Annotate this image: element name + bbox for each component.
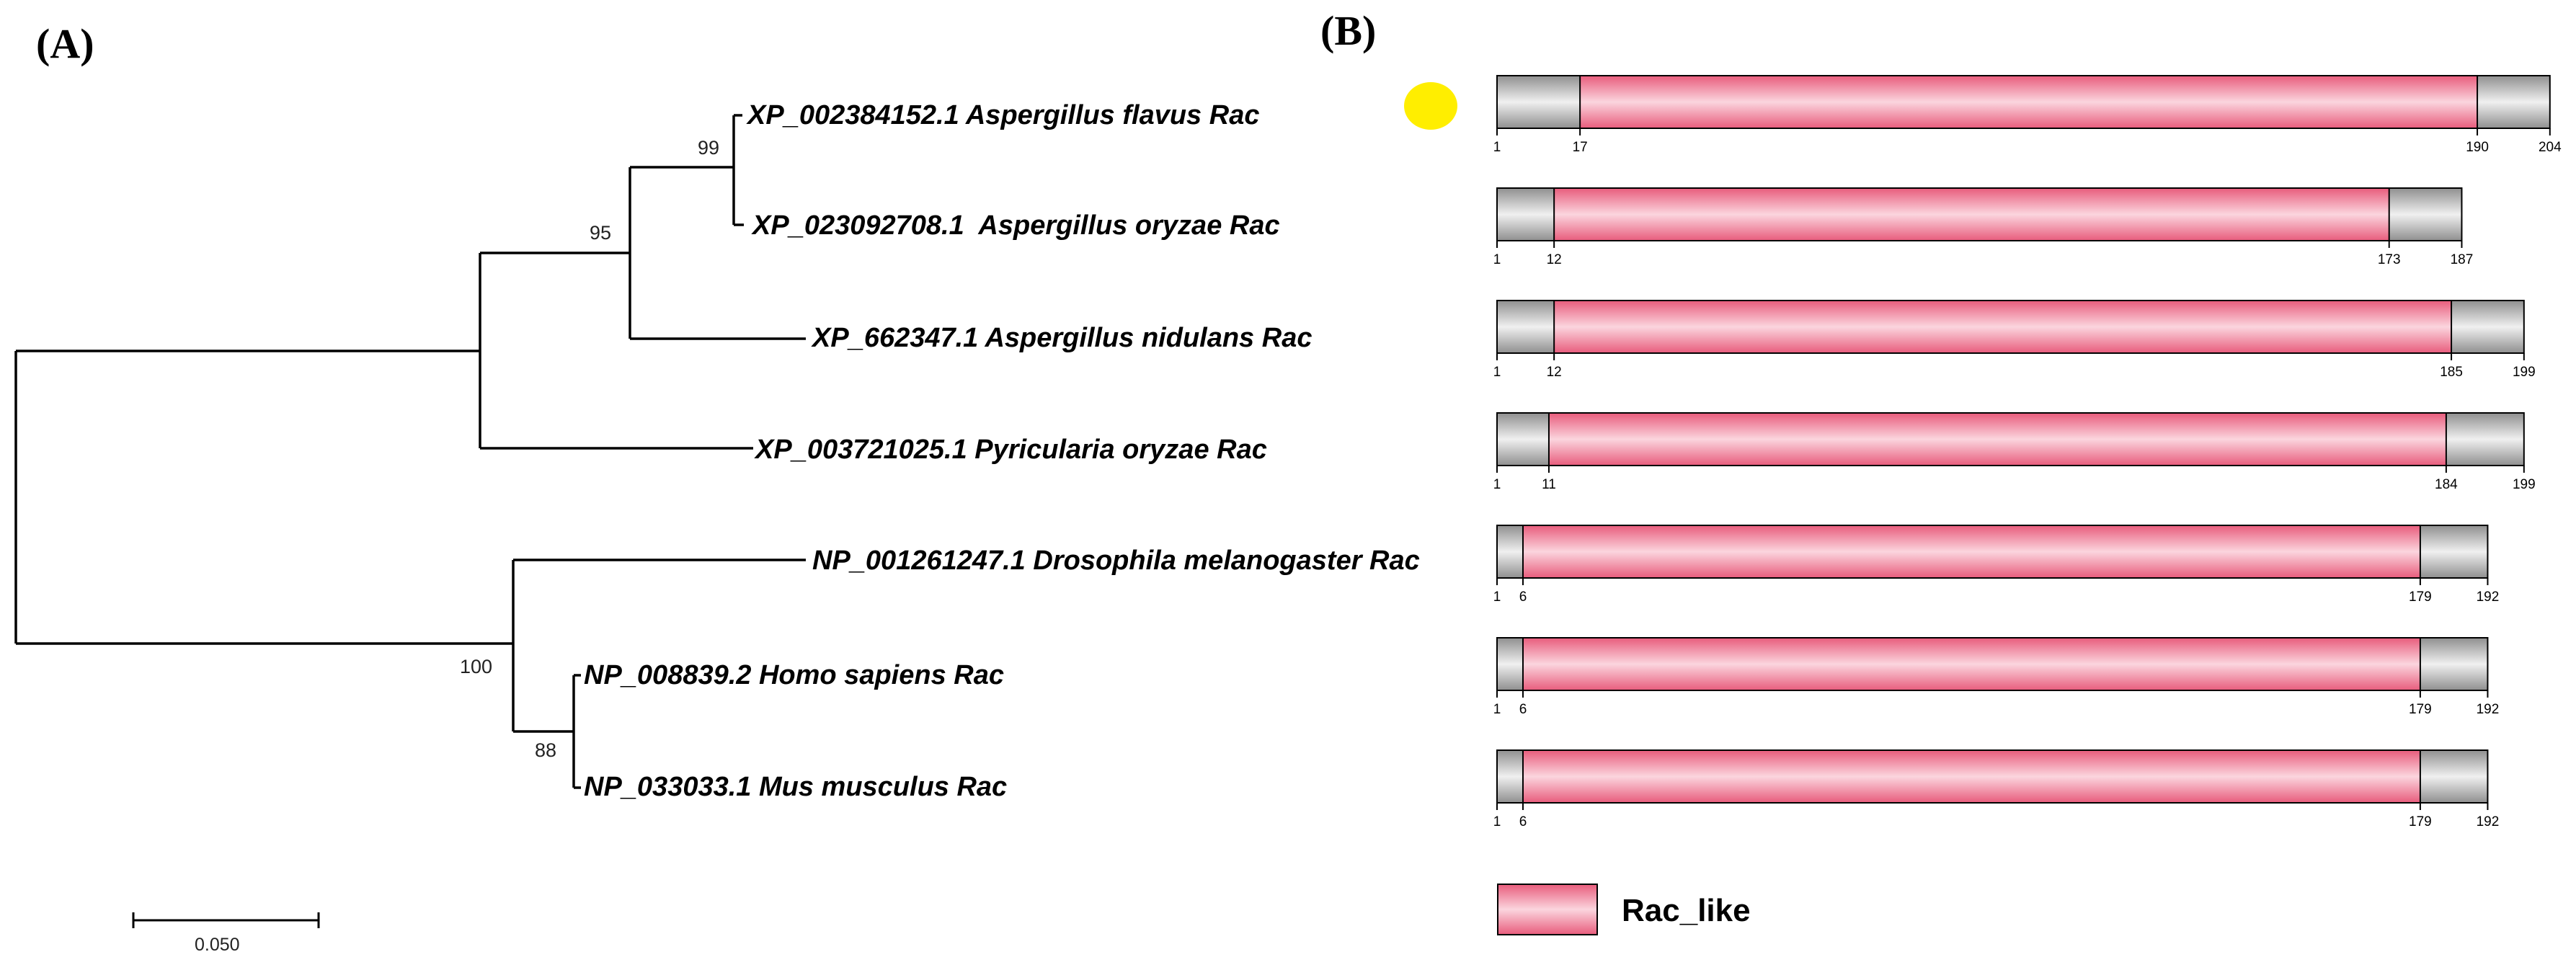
- position-label: 6: [1519, 589, 1527, 605]
- protein-outline: [1496, 412, 2525, 466]
- protein-outline: [1496, 749, 2489, 804]
- protein-row: 1 11 184 199: [1493, 412, 2536, 492]
- position-label: 190: [2466, 140, 2489, 155]
- panel-b-label: (B): [1320, 7, 1376, 54]
- bootstrap-value: 95: [590, 222, 611, 244]
- position-label: 1: [1493, 477, 1501, 492]
- legend-label: Rac_like: [1622, 893, 1751, 928]
- rac-like-domain-bar: [1522, 638, 2420, 690]
- phylogenetic-tree: [14, 114, 806, 789]
- position-label: 1: [1493, 252, 1501, 267]
- position-label: 179: [2409, 589, 2432, 605]
- position-label: 185: [2440, 365, 2463, 380]
- position-label: 11: [1542, 477, 1556, 492]
- rac-like-domain-bar: [1554, 188, 2389, 241]
- position-label: 192: [2477, 814, 2500, 829]
- position-label: 173: [2378, 252, 2401, 267]
- protein-row: 1 6 179 192: [1493, 749, 2500, 829]
- highlight-marker: [1404, 82, 1457, 130]
- taxon-label: NP_033033.1 Mus musculus Rac: [584, 772, 1007, 802]
- position-label: 1: [1493, 365, 1501, 380]
- scale-bar-label: 0.050: [195, 935, 240, 955]
- panel-a-label: (A): [36, 20, 94, 67]
- protein-outline: [1496, 300, 2525, 354]
- rac-like-domain-bar: [1522, 525, 2420, 578]
- position-label: 184: [2435, 477, 2458, 492]
- protein-row: 1 17 190 204: [1404, 75, 2562, 155]
- position-label: 192: [2477, 702, 2500, 717]
- legend-swatch: [1497, 884, 1598, 935]
- position-label: 199: [2513, 477, 2536, 492]
- position-label: 6: [1519, 702, 1527, 717]
- position-label: 179: [2409, 814, 2432, 829]
- protein-outline: [1496, 75, 2551, 129]
- protein-row: 1 6 179 192: [1493, 637, 2500, 717]
- position-label: 6: [1519, 814, 1527, 829]
- protein-outline: [1496, 525, 2489, 579]
- taxon-label: XP_003721025.1 Pyricularia oryzae Rac: [754, 435, 1267, 465]
- protein-row: 1 12 185 199: [1493, 300, 2536, 380]
- bootstrap-values: 99 95 100 88: [460, 137, 719, 761]
- position-label: 204: [2539, 140, 2562, 155]
- protein-row: 1 12 173 187: [1493, 187, 2474, 267]
- legend: Rac_like: [1497, 884, 1751, 935]
- position-label: 12: [1547, 252, 1562, 267]
- position-label: 1: [1493, 814, 1501, 829]
- position-label: 1: [1493, 589, 1501, 605]
- position-label: 187: [2451, 252, 2474, 267]
- rac-like-domain-bar: [1548, 413, 2446, 466]
- position-label: 17: [1573, 140, 1588, 155]
- position-label: 179: [2409, 702, 2432, 717]
- taxon-label: XP_023092708.1 Aspergillus oryzae Rac: [751, 210, 1280, 241]
- taxon-label: NP_008839.2 Homo sapiens Rac: [584, 660, 1004, 690]
- bootstrap-value: 88: [535, 739, 556, 761]
- scale-bar: 0.050: [132, 912, 320, 955]
- taxon-label: XP_662347.1 Aspergillus nidulans Rac: [811, 323, 1312, 353]
- bootstrap-value: 99: [698, 137, 719, 159]
- taxon-label: NP_001261247.1 Drosophila melanogaster R…: [812, 546, 1420, 576]
- position-label: 1: [1493, 702, 1501, 717]
- rac-like-domain-bar: [1522, 750, 2420, 803]
- position-label: 199: [2513, 365, 2536, 380]
- rac-like-domain-bar: [1580, 76, 2478, 128]
- protein-row: 1 6 179 192: [1493, 525, 2500, 605]
- protein-outline: [1496, 637, 2489, 691]
- taxon-labels: XP_002384152.1 Aspergillus flavus Rac XP…: [584, 100, 1420, 802]
- bootstrap-value: 100: [460, 656, 492, 677]
- rac-like-domain-bar: [1554, 301, 2452, 353]
- position-label: 192: [2477, 589, 2500, 605]
- position-label: 1: [1493, 140, 1501, 155]
- taxon-label: XP_002384152.1 Aspergillus flavus Rac: [746, 100, 1259, 130]
- position-label: 12: [1547, 365, 1562, 380]
- protein-outline: [1496, 187, 2463, 241]
